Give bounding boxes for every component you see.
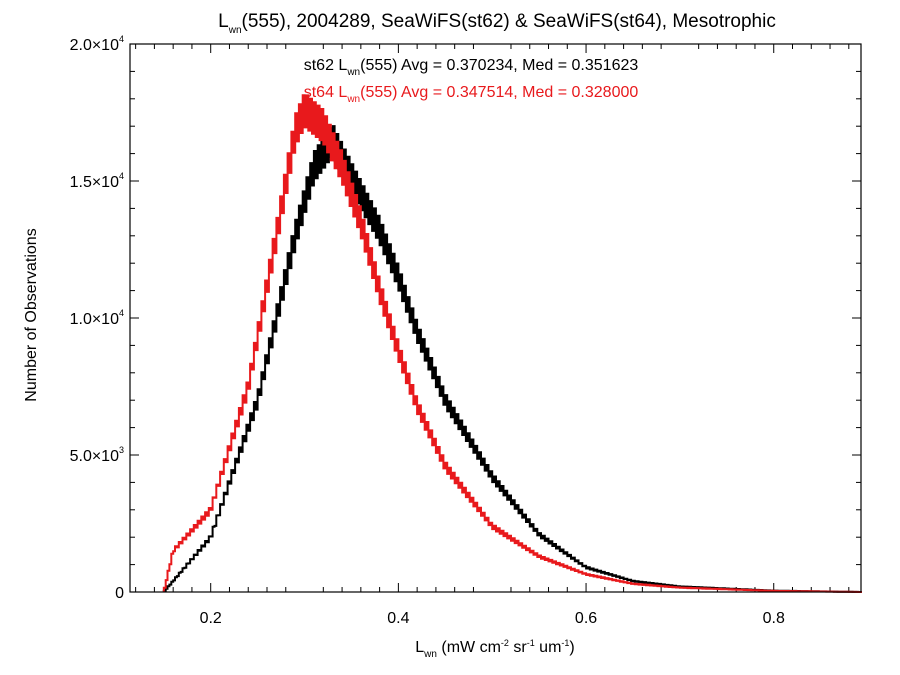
series-layer [162,94,862,593]
series-st64-line [162,94,862,593]
y-tick-label-4: 2.0×104 [70,34,124,54]
x-tick-label-2: 0.6 [575,610,597,627]
x-axis-ticks: 0.2 0.4 0.6 0.8 [135,44,850,627]
y-axis-label: Number of Observations [23,228,40,401]
y-tick-label-1: 5.0×103 [70,445,124,465]
st62-stats-label: st62 Lwn(555) Avg = 0.370234, Med = 0.35… [304,57,639,78]
st64-stats-label: st64 Lwn(555) Avg = 0.347514, Med = 0.32… [304,84,639,105]
chart-title: Lwn(555), 2004289, SeaWiFS(st62) & SeaWi… [218,11,776,36]
y-axis-ticks: 0 5.0×103 1.0×104 1.5×104 2.0×104 [70,34,861,602]
chart-title-main: L [218,11,229,32]
y-tick-label-0: 0 [115,585,124,602]
y-tick-label-2: 1.0×104 [70,308,124,328]
x-tick-label-3: 0.8 [763,610,785,627]
x-axis-label: Lwn (mW cm-2 sr-1 um-1) [415,638,575,660]
series-st62-line [162,125,862,593]
plot-frame [129,43,862,593]
x-tick-label-0: 0.2 [200,610,222,627]
y-tick-label-3: 1.5×104 [70,171,124,191]
x-tick-label-1: 0.4 [387,610,409,627]
chart-title-sub: wn [228,25,242,36]
chart-title-rest: (555), 2004289, SeaWiFS(st62) & SeaWiFS(… [242,11,776,32]
